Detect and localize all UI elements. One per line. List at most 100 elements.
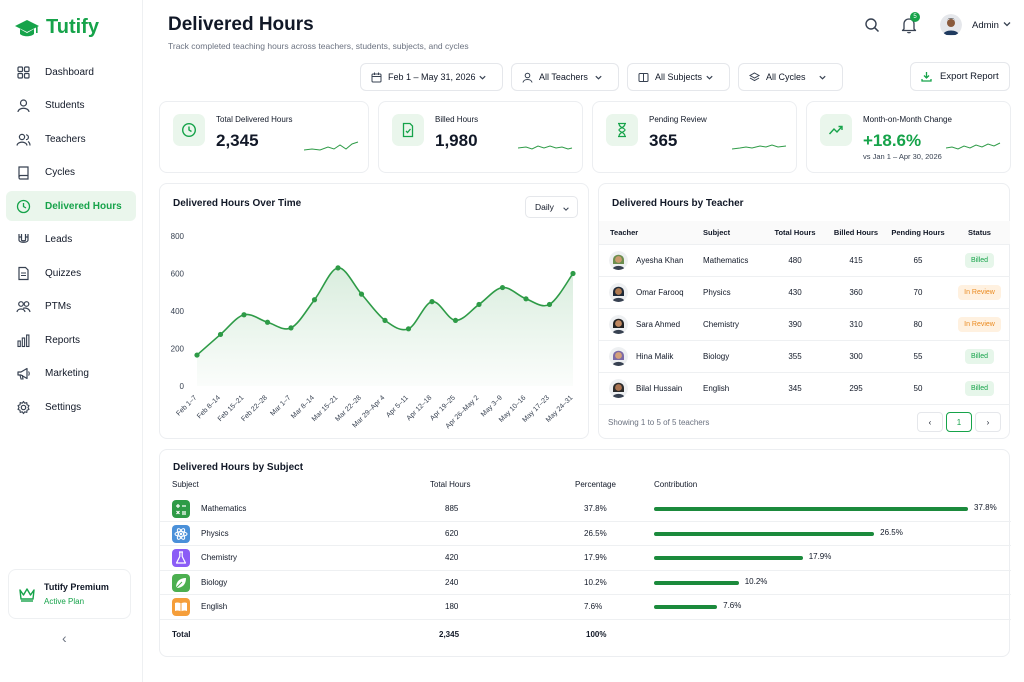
data-point xyxy=(358,291,365,297)
kpi-label: Month-on-Month Change xyxy=(863,115,952,124)
contribution-bar xyxy=(654,605,718,609)
user-name[interactable]: Admin xyxy=(972,20,999,31)
status-badge: Billed xyxy=(964,252,995,268)
granularity-dropdown[interactable]: Daily xyxy=(525,196,578,218)
subjects-filter[interactable]: All Subjects xyxy=(627,63,730,91)
total-label: Total xyxy=(172,629,191,639)
teacher-name: Ayesha Khan xyxy=(636,255,684,265)
table-row[interactable]: Ayesha Khan Mathematics 480 415 65 Billed xyxy=(599,244,1010,277)
data-point xyxy=(476,301,482,308)
subject-row[interactable]: Physics 620 26.5% 26.5% xyxy=(160,522,1011,546)
data-point xyxy=(288,325,294,331)
premium-status: Active Plan xyxy=(44,597,85,606)
notifications-button[interactable]: 5 xyxy=(901,12,920,39)
subject-row[interactable]: Mathematics 885 37.8% 37.8% xyxy=(160,497,1011,522)
clock-icon xyxy=(16,199,31,213)
sidebar-item-settings[interactable]: Settings xyxy=(6,392,136,422)
pending-hours-cell: 65 xyxy=(887,244,949,277)
chevron-down-icon xyxy=(479,75,486,80)
area-fill xyxy=(197,267,573,386)
subject-row[interactable]: Chemistry 420 17.9% 17.9% xyxy=(160,546,1011,571)
date-range-filter[interactable]: Feb 1 – May 31, 2026 xyxy=(360,63,503,91)
sidebar-item-label: Reports xyxy=(45,334,81,346)
subject-percentage: 7.6% xyxy=(584,602,603,611)
sidebar-item-reports[interactable]: Reports xyxy=(6,325,136,355)
y-tick-label: 400 xyxy=(171,307,185,316)
col-pending-hours: Pending Hours xyxy=(887,221,949,245)
bar-chart-icon xyxy=(17,333,30,347)
total-hours-cell: 480 xyxy=(765,244,825,277)
prev-page-button[interactable]: ‹ xyxy=(917,412,943,432)
export-report-button[interactable]: Export Report xyxy=(910,62,1010,91)
sidebar-item-label: Quizzes xyxy=(45,267,82,279)
premium-card[interactable]: Tutify Premium Active Plan xyxy=(8,569,131,619)
user-avatar[interactable] xyxy=(940,14,962,36)
sidebar-item-teachers[interactable]: Teachers xyxy=(6,124,136,154)
table-row[interactable]: Bilal Hussain English 345 295 50 Billed xyxy=(599,372,1010,405)
data-point xyxy=(546,301,553,308)
sidebar-item-marketing[interactable]: Marketing xyxy=(6,359,136,389)
pending-hours-cell: 55 xyxy=(887,340,949,373)
people-icon xyxy=(16,301,31,313)
sidebar-item-students[interactable]: Students xyxy=(6,91,136,121)
teacher-name: Sara Ahmed xyxy=(636,319,681,329)
teacher-cell: Ayesha Khan xyxy=(599,244,703,277)
billed-doc-icon xyxy=(392,114,424,146)
kpi-billed-hours: Billed Hours 1,980 xyxy=(378,101,583,173)
contribution-bar xyxy=(654,556,803,560)
teacher-avatar xyxy=(609,346,628,366)
table-row[interactable]: Hina Malik Biology 355 300 55 Billed xyxy=(599,340,1010,373)
table-row[interactable]: Sara Ahmed Chemistry 390 310 80 In Review xyxy=(599,308,1010,341)
subject-cell: Mathematics xyxy=(703,244,765,277)
delivered-hours-chart-card: Delivered Hours Over Time Daily 800 600 40… xyxy=(159,183,589,439)
chevron-down-icon xyxy=(706,75,713,80)
x-tick-label: Feb 1–7 xyxy=(175,394,198,417)
sidebar-item-label: Cycles xyxy=(45,167,76,178)
sidebar-nav: Dashboard Students Teachers Cycles Delivered… xyxy=(6,57,136,426)
collapse-sidebar-icon[interactable]: ‹ xyxy=(62,630,67,646)
chevron-down-icon[interactable] xyxy=(1002,19,1012,29)
subject-row[interactable]: Biology 240 10.2% 10.2% xyxy=(160,571,1011,595)
chart-title: Delivered Hours Over Time xyxy=(173,198,302,209)
data-point xyxy=(335,265,341,271)
sidebar-item-dashboard[interactable]: Dashboard xyxy=(6,57,136,87)
billed-hours-cell: 295 xyxy=(825,372,887,405)
cycles-filter[interactable]: All Cycles xyxy=(738,63,843,91)
app-logo[interactable]: Tutify xyxy=(14,16,99,39)
sparkline xyxy=(732,144,787,150)
sidebar-item-quizzes[interactable]: Quizzes xyxy=(6,258,136,288)
bell-icon xyxy=(901,18,917,34)
data-point xyxy=(429,299,435,305)
subject-hours: 180 xyxy=(445,602,459,611)
chevron-down-icon xyxy=(563,207,569,211)
teachers-filter[interactable]: All Teachers xyxy=(511,63,619,91)
sparkline xyxy=(946,142,1001,150)
sidebar-item-leads[interactable]: Leads xyxy=(6,225,136,255)
contribution-bar xyxy=(654,531,875,536)
data-point xyxy=(499,284,506,291)
billed-hours-cell: 415 xyxy=(825,244,887,277)
sidebar-item-ptms[interactable]: PTMs xyxy=(6,292,136,322)
current-page-button[interactable]: 1 xyxy=(946,412,972,432)
search-icon[interactable] xyxy=(864,17,880,33)
sidebar-item-cycles[interactable]: Cycles xyxy=(6,158,136,188)
app-name: Tutify xyxy=(46,16,99,38)
status-cell: In Review xyxy=(949,308,1010,341)
main-content: Delivered Hours Track completed teaching… xyxy=(143,0,1024,682)
subject-row[interactable]: English 180 7.6% 7.6% xyxy=(160,595,1011,620)
trend-up-icon xyxy=(820,114,852,146)
next-page-button[interactable]: › xyxy=(975,412,1001,432)
sidebar-item-delivered-hours[interactable]: Delivered Hours xyxy=(6,191,136,221)
subject-percentage: 10.2% xyxy=(584,577,607,587)
contribution-label: 26.5% xyxy=(880,527,903,537)
col-percentage: Percentage xyxy=(575,480,616,489)
status-badge: In Review xyxy=(958,316,1001,332)
y-tick-label: 600 xyxy=(171,270,185,279)
teacher-table: Teacher Subject Total Hours Billed Hours… xyxy=(599,221,1010,405)
clock-icon xyxy=(173,114,205,146)
sidebar-item-label: Delivered Hours xyxy=(45,200,122,212)
layers-icon xyxy=(749,71,760,81)
teacher-name: Hina Malik xyxy=(636,351,674,361)
table-row[interactable]: Omar Farooq Physics 430 360 70 In Review xyxy=(599,276,1010,309)
teacher-cell: Omar Farooq xyxy=(599,276,703,309)
